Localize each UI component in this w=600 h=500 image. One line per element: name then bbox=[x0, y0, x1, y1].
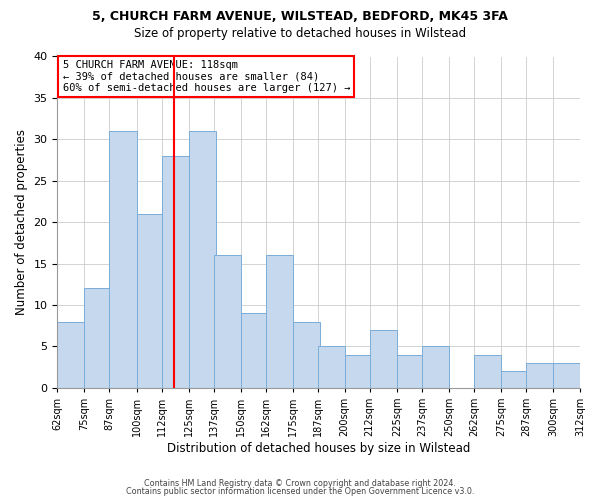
Bar bbox=[474, 355, 501, 388]
X-axis label: Distribution of detached houses by size in Wilstead: Distribution of detached houses by size … bbox=[167, 442, 470, 455]
Text: Contains HM Land Registry data © Crown copyright and database right 2024.: Contains HM Land Registry data © Crown c… bbox=[144, 478, 456, 488]
Bar bbox=[501, 372, 528, 388]
Bar bbox=[214, 256, 241, 388]
Bar bbox=[58, 322, 85, 388]
Bar bbox=[137, 214, 164, 388]
Bar bbox=[109, 131, 137, 388]
Bar bbox=[345, 355, 372, 388]
Bar bbox=[526, 363, 553, 388]
Bar bbox=[317, 346, 345, 388]
Bar bbox=[85, 288, 112, 388]
Text: Size of property relative to detached houses in Wilstead: Size of property relative to detached ho… bbox=[134, 28, 466, 40]
Bar bbox=[188, 131, 215, 388]
Bar bbox=[293, 322, 320, 388]
Bar bbox=[553, 363, 580, 388]
Text: 5, CHURCH FARM AVENUE, WILSTEAD, BEDFORD, MK45 3FA: 5, CHURCH FARM AVENUE, WILSTEAD, BEDFORD… bbox=[92, 10, 508, 23]
Y-axis label: Number of detached properties: Number of detached properties bbox=[15, 129, 28, 315]
Bar bbox=[370, 330, 397, 388]
Bar bbox=[266, 256, 293, 388]
Text: Contains public sector information licensed under the Open Government Licence v3: Contains public sector information licen… bbox=[126, 487, 474, 496]
Bar bbox=[161, 156, 188, 388]
Bar bbox=[397, 355, 424, 388]
Bar bbox=[422, 346, 449, 388]
Bar bbox=[241, 314, 268, 388]
Text: 5 CHURCH FARM AVENUE: 118sqm
← 39% of detached houses are smaller (84)
60% of se: 5 CHURCH FARM AVENUE: 118sqm ← 39% of de… bbox=[62, 60, 350, 93]
